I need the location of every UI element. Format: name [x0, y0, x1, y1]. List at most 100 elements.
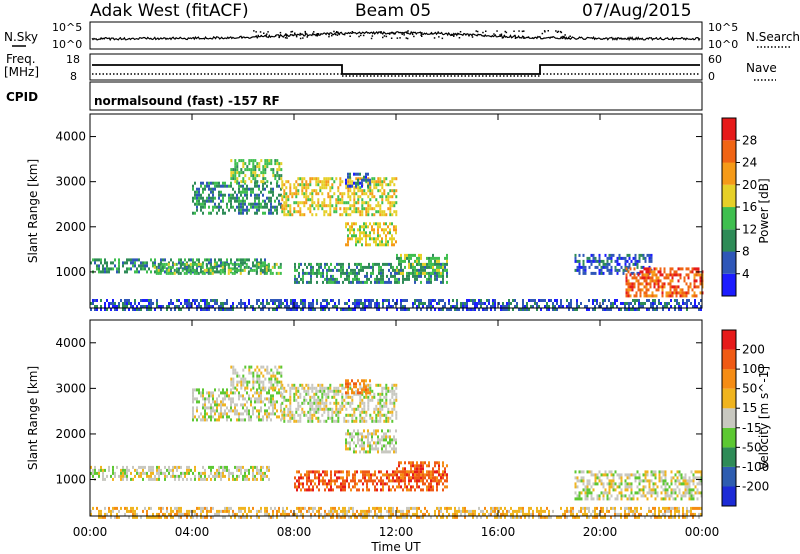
echo-cell: [309, 410, 312, 414]
freq-panel-frame: [89, 53, 703, 81]
echo-cell: [148, 515, 150, 519]
nsearch-point: [358, 35, 360, 38]
echo-cell: [635, 294, 638, 298]
echo-cell: [272, 205, 274, 209]
echo-cell: [191, 268, 194, 272]
echo-cell: [264, 403, 266, 407]
echo-cell: [384, 473, 386, 477]
echo-cell: [395, 395, 398, 399]
echo-cell: [266, 368, 269, 372]
echo-cell: [272, 190, 274, 194]
echo-cell: [238, 190, 240, 194]
echo-cell: [333, 389, 336, 393]
echo-cell: [681, 267, 684, 271]
echo-cell: [297, 201, 300, 205]
echo-cell: [394, 488, 396, 492]
echo-cell: [352, 479, 354, 483]
nsearch-point: [343, 33, 346, 36]
echo-cell: [361, 204, 364, 208]
echo-cell: [258, 196, 260, 200]
echo-cell: [236, 418, 238, 422]
echo-cell: [446, 256, 448, 260]
echo-cell: [300, 302, 302, 305]
echo-cell: [236, 465, 238, 469]
echo-cell: [371, 177, 374, 181]
echo-cell: [192, 412, 194, 416]
echo-cell: [650, 256, 653, 260]
echo-cell: [158, 477, 160, 481]
echo-cell: [201, 265, 204, 269]
echo-cell: [258, 394, 260, 398]
echo-cell: [418, 302, 420, 305]
echo-cell: [438, 299, 440, 302]
echo-cell: [363, 207, 366, 211]
nsearch-point: [514, 37, 517, 39]
echo-cell: [94, 299, 96, 302]
echo-cell: [628, 473, 631, 477]
echo-cell: [404, 299, 406, 302]
echo-cell: [240, 468, 242, 472]
echo-cell: [360, 262, 362, 266]
echo-cell: [643, 291, 646, 295]
echo-cell: [260, 388, 262, 392]
echo-cell: [393, 237, 395, 241]
echo-cell: [398, 262, 400, 266]
echo-cell: [371, 395, 374, 399]
echo-cell: [600, 271, 603, 275]
echo-cell: [359, 228, 361, 232]
echo-cell: [150, 471, 152, 475]
echo-cell: [372, 265, 374, 269]
echo-cell: [130, 258, 132, 262]
echo-cell: [334, 479, 336, 483]
echo-cell: [365, 175, 367, 179]
echo-cell: [578, 259, 581, 263]
echo-cell: [240, 302, 242, 305]
echo-cell: [648, 256, 651, 260]
echo-cell: [278, 202, 280, 206]
echo-cell: [652, 470, 655, 474]
echo-cell: [242, 406, 244, 410]
echo-cell: [146, 264, 148, 268]
echo-cell: [578, 253, 581, 257]
nsearch-point: [331, 34, 333, 37]
echo-cell: [402, 473, 404, 477]
echo-cell: [297, 386, 300, 390]
echo-cell: [670, 479, 673, 483]
echo-cell: [303, 398, 306, 402]
echo-cell: [218, 202, 220, 206]
echo-cell: [250, 159, 253, 163]
echo-cell: [335, 392, 338, 396]
echo-cell: [213, 265, 216, 269]
echo-cell: [357, 181, 359, 185]
echo-cell: [197, 262, 200, 266]
echo-cell: [410, 461, 412, 465]
echo-cell: [281, 416, 284, 420]
echo-cell: [246, 208, 248, 212]
echo-cell: [300, 482, 302, 486]
echo-cell: [321, 386, 324, 390]
echo-cell: [353, 207, 356, 211]
echo-cell: [378, 302, 380, 305]
echo-cell: [612, 485, 615, 489]
nsearch-point: [504, 30, 506, 33]
echo-cell: [307, 386, 310, 390]
echo-cell: [365, 225, 367, 229]
echo-cell: [627, 285, 630, 289]
echo-cell: [348, 274, 350, 278]
echo-cell: [301, 192, 304, 196]
echo-cell: [642, 485, 645, 489]
echo-cell: [212, 394, 214, 398]
echo-cell: [580, 491, 583, 495]
echo-cell: [684, 476, 687, 480]
echo-cell: [206, 181, 208, 185]
echo-cell: [345, 210, 348, 214]
echo-cell: [281, 207, 284, 211]
echo-cell: [321, 389, 324, 393]
echo-cell: [406, 473, 408, 477]
echo-cell: [301, 180, 304, 184]
echo-cell: [94, 465, 96, 469]
echo-cell: [200, 208, 202, 212]
echo-cell: [214, 412, 216, 416]
echo-cell: [430, 277, 432, 281]
echo-cell: [157, 262, 160, 266]
